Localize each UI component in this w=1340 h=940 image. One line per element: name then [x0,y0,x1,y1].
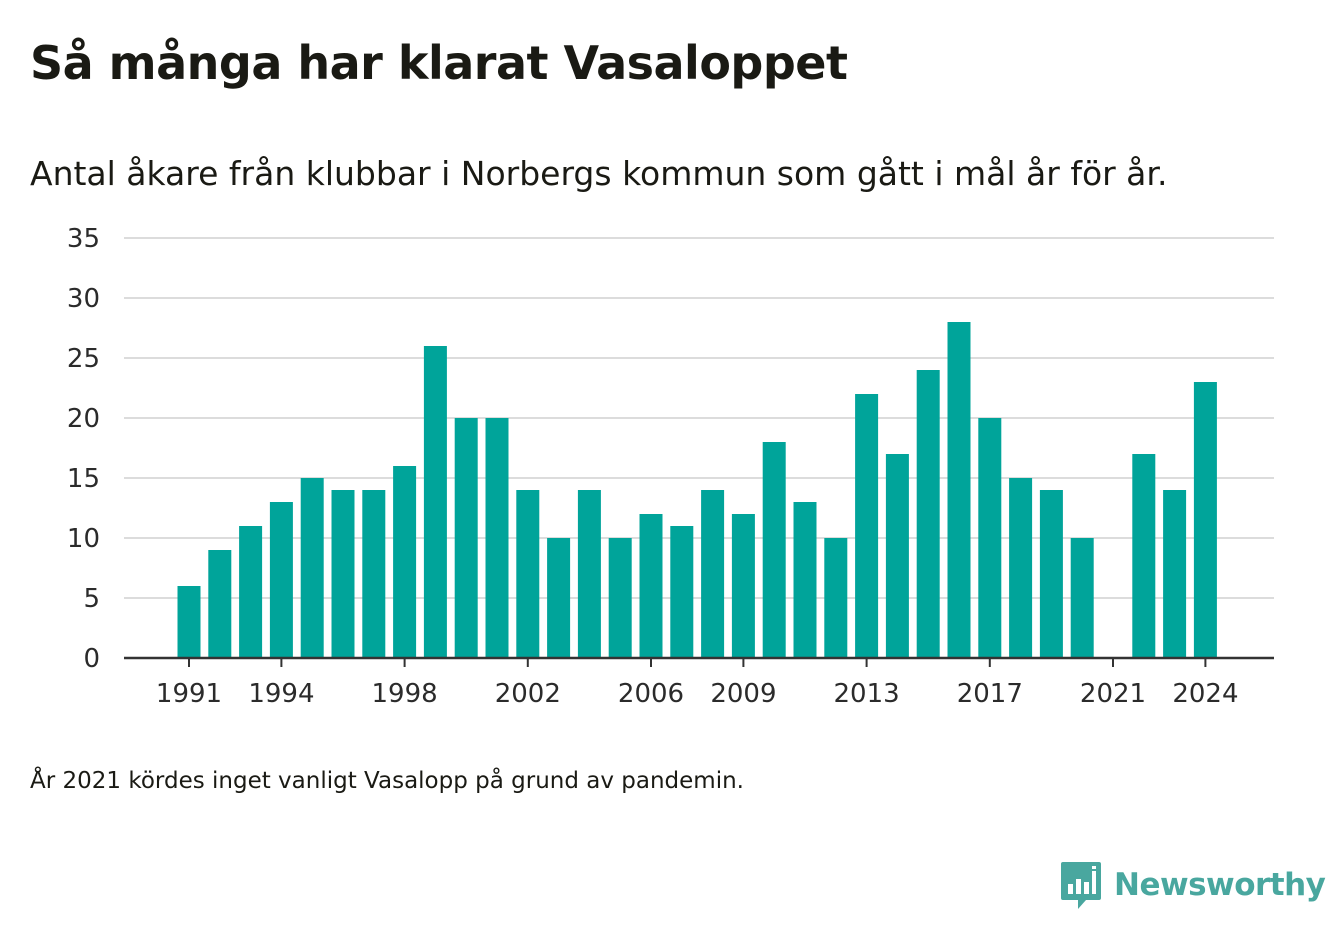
bar-1997 [362,490,386,658]
bar-2001 [485,418,509,658]
chart-subtitle: Antal åkare från klubbar i Norbergs komm… [30,154,1168,193]
x-tick-label: 2002 [495,679,561,709]
y-tick-label: 15 [67,464,100,494]
x-tick-label: 2009 [710,679,776,709]
y-tick-label: 0 [83,644,100,674]
y-tick-label: 25 [67,344,100,374]
x-axis-tick-labels: 1991 1994 1998 2002 2006 2009 2013 2017 2021 2024 [156,679,1239,709]
bar-1994 [269,502,293,658]
bar-2013 [855,394,879,658]
footnote: År 2021 kördes inget vanligt Vasalopp på… [30,768,744,794]
bar-1998 [393,466,417,658]
bar-2020 [1070,538,1094,658]
chart-title: Så många har klarat Vasaloppet [30,36,848,90]
bar-2017 [978,418,1002,658]
bar-2022 [1132,454,1156,658]
grid-lines [124,237,1274,599]
bar-1993 [239,526,263,658]
bar-2005 [608,538,632,658]
bars [177,322,1217,658]
x-tick-label: 2024 [1172,679,1238,709]
x-tick-label: 2013 [834,679,900,709]
x-axis [124,656,1274,667]
bar-2006 [639,514,663,658]
y-tick-label: 5 [83,584,100,614]
y-tick-label: 30 [67,284,100,314]
bar-2023 [1163,490,1187,658]
bar-2002 [516,490,540,658]
bar-2004 [577,490,601,658]
y-tick-label: 35 [67,224,100,254]
brand-name: Newsworthy [1114,867,1326,903]
bar-2015 [916,370,940,658]
x-tick-label: 2006 [618,679,684,709]
bar-1999 [423,346,447,658]
bar-2019 [1039,490,1063,658]
bar-2011 [793,502,817,658]
bar-2003 [547,538,571,658]
y-tick-label: 10 [67,524,100,554]
bar-2024 [1193,382,1217,658]
brand-logo[interactable]: Newsworthy [1060,860,1326,910]
bar-2007 [670,526,694,658]
bar-2016 [947,322,971,658]
x-tick-label: 1998 [372,679,438,709]
x-tick-label: 2017 [957,679,1023,709]
x-tick-label: 1994 [248,679,314,709]
x-tick-label: 2021 [1080,679,1146,709]
newsworthy-logo-icon [1061,862,1101,909]
bar-1995 [300,478,324,658]
bar-2014 [885,454,909,658]
bar-1992 [208,550,232,658]
bar-chart: 0 5 10 15 20 25 30 35 1991 1994 1998 2002 2006 2009 2… [67,224,1274,709]
bar-1991 [177,586,201,658]
bar-2008 [701,490,725,658]
x-tick-label: 1991 [156,679,222,709]
bar-2009 [731,514,755,658]
bar-2000 [454,418,478,658]
bar-2018 [1009,478,1033,658]
bar-2010 [762,442,786,658]
y-tick-label: 20 [67,404,100,434]
y-axis-tick-labels: 0 5 10 15 20 25 30 35 [67,224,100,674]
bar-2012 [824,538,848,658]
bar-1996 [331,490,355,658]
